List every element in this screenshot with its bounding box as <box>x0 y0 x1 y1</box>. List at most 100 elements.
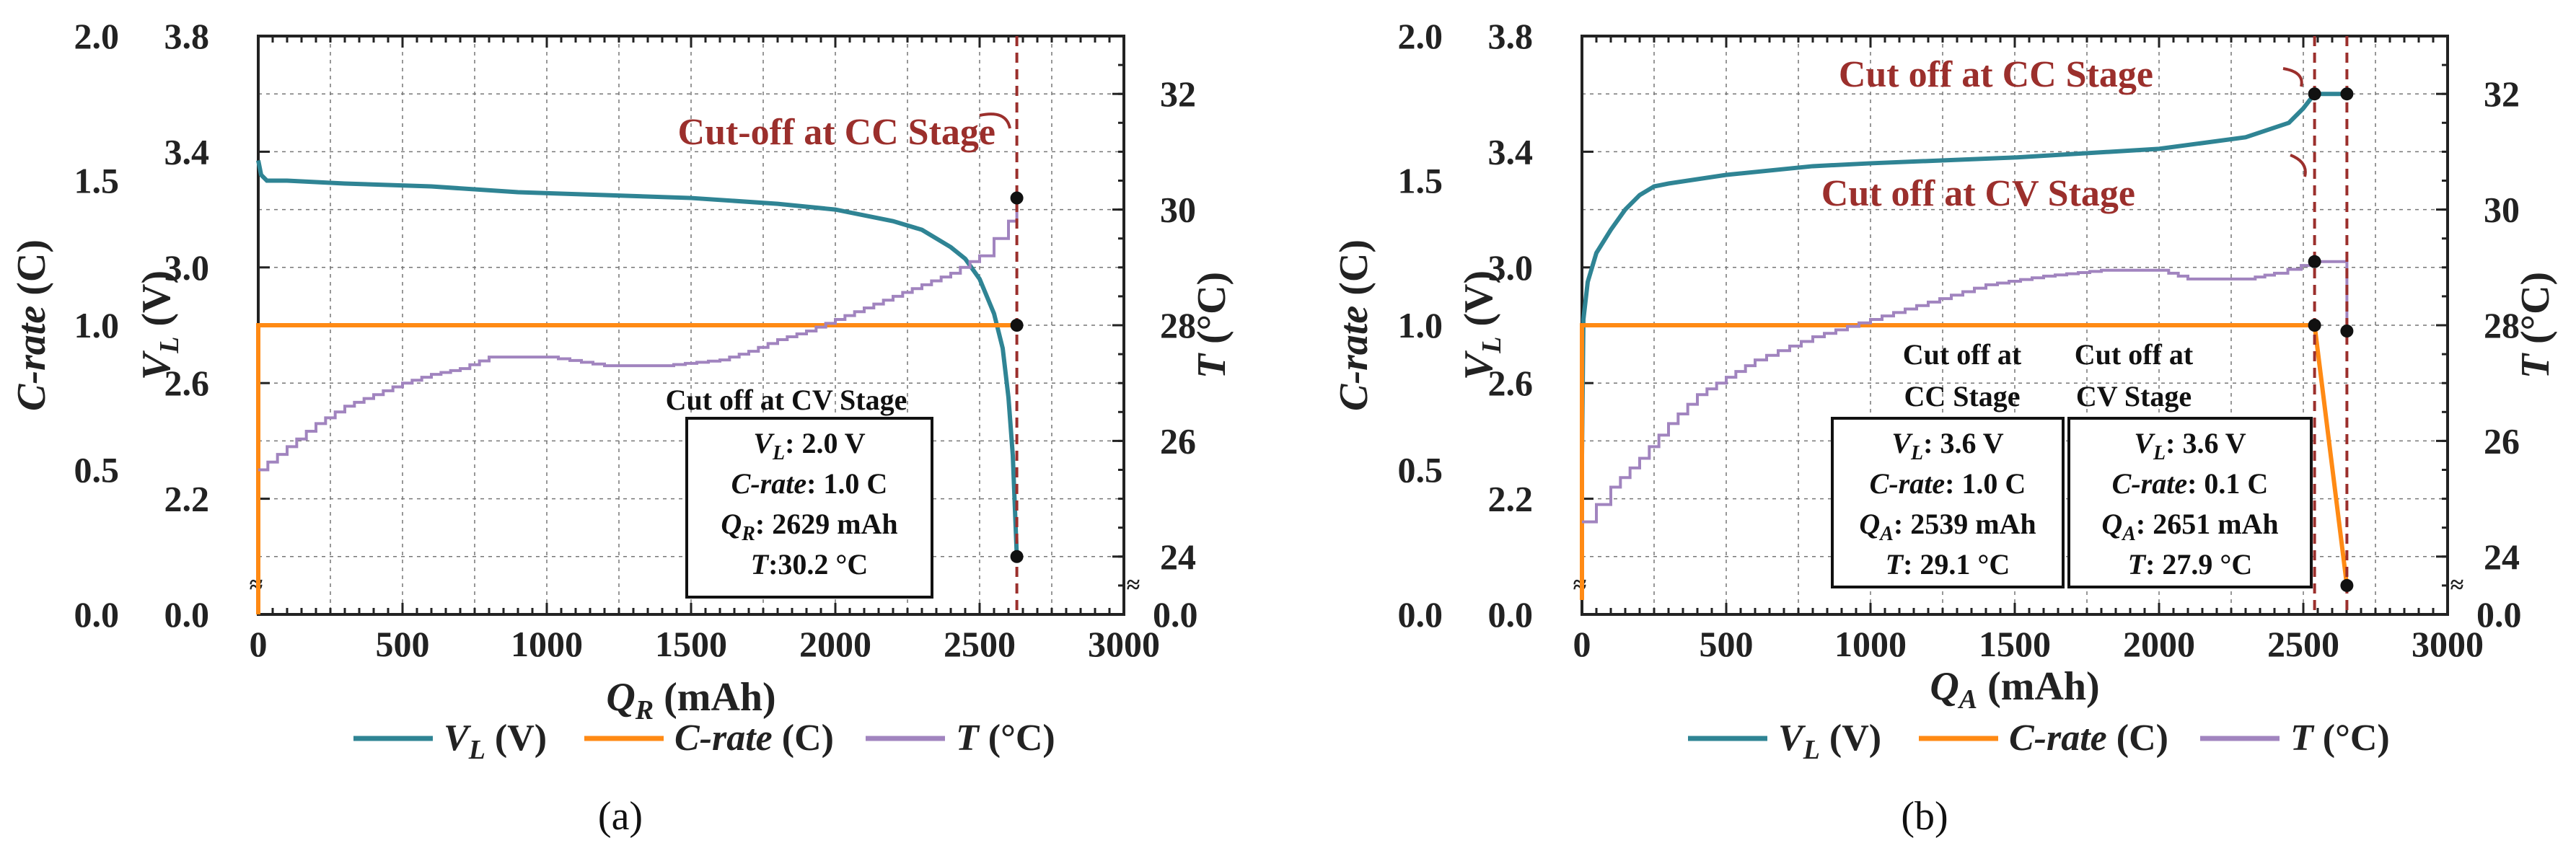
voltage-zero-label: 0.0 <box>164 594 210 635</box>
info-box-var: T <box>751 548 770 581</box>
cutoff-marker <box>2340 325 2354 338</box>
legend-unit: (V) <box>1820 718 1881 759</box>
info-box-title: Cut off at <box>2075 338 2194 371</box>
legend: VL (V) C-rate (C) T (°C) <box>353 718 1055 765</box>
x-tick-label: 2500 <box>944 624 1016 664</box>
cutoff-marker <box>1010 191 1024 205</box>
info-box-value: : 29.1 °C <box>1903 548 2010 581</box>
info-box-var: Q <box>721 508 742 540</box>
voltage-tick-label: 3.8 <box>1488 16 1534 56</box>
info-box-var: T <box>1886 548 1904 581</box>
panel-caption: (b) <box>1901 794 1948 839</box>
voltage-tick-label: 2.2 <box>164 479 210 519</box>
info-box-value: : 2.0 V <box>785 427 866 459</box>
info-box-var: Q <box>1859 508 1880 540</box>
x-tick-label: 3000 <box>1088 624 1160 664</box>
x-tick-label: 2000 <box>2123 624 2195 664</box>
x-tick-label: 0 <box>1573 624 1591 664</box>
info-box-value: : 0.1 C <box>2187 467 2268 500</box>
info-box-var: V <box>753 427 775 459</box>
info-box-line: C-rate: 1.0 C <box>1870 467 2026 500</box>
c-rate-axis-title-unit: (C) <box>1332 239 1376 306</box>
temperature-tick-label: 30 <box>1160 190 1196 230</box>
panel-b: 0 500 1000 1500 2000 2500 30000.00.51.01.52.02… <box>1332 16 2558 839</box>
series-line-t <box>258 198 1019 472</box>
voltage-tick-label: 3.8 <box>164 16 210 56</box>
c-rate-axis-title: C-rate (C) <box>9 239 54 411</box>
info-box-title: Cut off at <box>1903 338 2022 371</box>
temperature-tick-label: 26 <box>2484 420 2520 461</box>
temperature-tick-label: 28 <box>2484 305 2520 345</box>
c-rate-tick-label: 1.5 <box>1398 161 1443 201</box>
voltage-axis-title-sub: L <box>154 337 185 354</box>
legend-label: T (°C) <box>956 718 1055 759</box>
info-box-title: CV Stage <box>2076 380 2192 412</box>
legend-unit: (C) <box>2107 718 2168 759</box>
axis-break-symbol: ≈ <box>1127 572 1140 599</box>
voltage-tick-label: 3.4 <box>164 131 210 172</box>
temperature-tick-label: 32 <box>2484 74 2520 114</box>
legend-label: VL (V) <box>444 718 547 765</box>
cutoff-marker <box>2308 255 2321 268</box>
x-axis-title-unit: (mAh) <box>654 675 776 720</box>
x-axis-title: QA (mAh) <box>1930 664 2099 715</box>
info-box-line: T: 29.1 °C <box>1886 548 2010 581</box>
x-tick-label: 500 <box>1700 624 1754 664</box>
c-rate-tick-label: 1.0 <box>1398 305 1443 345</box>
panel-caption: (a) <box>598 794 643 839</box>
x-axis-title-sub: A <box>1958 684 1977 715</box>
axis-break-symbol: ≈ <box>2450 572 2464 599</box>
info-box <box>685 417 933 599</box>
x-axis-title-unit: (mAh) <box>1977 664 2100 709</box>
x-axis-title-var: Q <box>1930 664 1959 709</box>
info-box-value: :30.2 °C <box>768 548 868 581</box>
temperature-axis-title: T (°C) <box>2513 272 2558 379</box>
cutoff-annotation: Cut-off at CC Stage <box>678 112 995 153</box>
voltage-tick-label: 3.0 <box>164 247 210 288</box>
annotation-arrow <box>979 112 1011 129</box>
x-tick-label: 1000 <box>1834 624 1907 664</box>
x-axis-title: QR (mAh) <box>606 675 775 725</box>
info-box-var: Q <box>2101 508 2122 540</box>
legend-unit: (°C) <box>979 718 1055 759</box>
temperature-tick-label: 28 <box>1160 305 1196 345</box>
x-tick-label: 1500 <box>1979 624 2051 664</box>
temperature-axis-title-var: T <box>1190 352 1234 379</box>
x-tick-label: 2500 <box>2267 624 2339 664</box>
cutoff-annotation: Cut off at CC Stage <box>1839 54 2153 95</box>
info-box-value: : 2651 mAh <box>2136 508 2279 540</box>
info-box-line: C-rate: 0.1 C <box>2112 467 2269 500</box>
annotation-arrow <box>2290 154 2307 177</box>
voltage-tick-label: 2.6 <box>164 363 210 403</box>
c-rate-tick-label: 0.0 <box>74 594 120 635</box>
legend-label: C-rate (C) <box>2009 718 2168 759</box>
info-box-title: CC Stage <box>1904 380 2020 412</box>
info-box <box>1831 417 2065 588</box>
temperature-axis-title-unit: (°C) <box>2513 272 2558 354</box>
info-box-line: QR: 2629 mAh <box>721 508 897 545</box>
info-box-var: V <box>2134 427 2155 459</box>
info-box-line: VL: 2.0 V <box>753 427 865 464</box>
info-box-value: : 27.9 °C <box>2145 548 2252 581</box>
temperature-axis-title-var: T <box>2513 352 2558 379</box>
x-axis-title-sub: R <box>635 695 654 725</box>
info-box-value: : 2539 mAh <box>1894 508 2036 540</box>
c-rate-tick-label: 0.5 <box>74 450 120 490</box>
x-tick-label: 0 <box>250 624 268 664</box>
legend-label: T (°C) <box>2290 718 2390 759</box>
c-rate-tick-label: 1.0 <box>74 305 120 345</box>
cutoff-marker <box>1010 319 1024 332</box>
temperature-axis-title-unit: (°C) <box>1190 272 1234 354</box>
c-rate-tick-label: 1.5 <box>74 161 120 201</box>
temperature-tick-label: 26 <box>1160 420 1196 461</box>
cutoff-marker <box>2340 578 2354 592</box>
voltage-axis-title-var: V <box>1456 350 1501 380</box>
info-box-line: T:30.2 °C <box>751 548 869 581</box>
legend-var: C-rate <box>2009 718 2107 759</box>
c-rate-axis-title-var: C-rate <box>1332 306 1376 411</box>
info-box-value: : 3.6 V <box>2166 427 2246 459</box>
info-box-var-sub: A <box>2121 523 2136 545</box>
info-box-title: Cut off at CV Stage <box>666 384 907 416</box>
info-box-line: T: 27.9 °C <box>2128 548 2253 581</box>
